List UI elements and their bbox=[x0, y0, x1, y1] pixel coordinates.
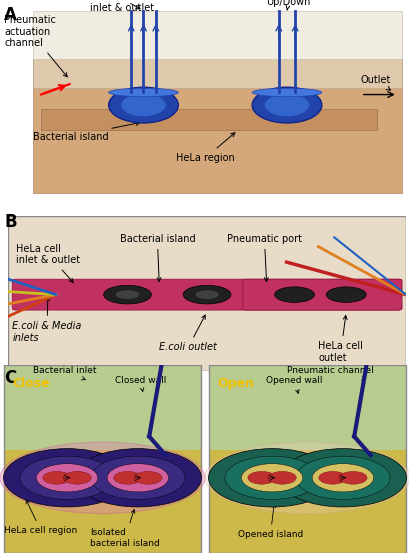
Ellipse shape bbox=[252, 88, 321, 97]
Circle shape bbox=[318, 471, 346, 484]
Circle shape bbox=[183, 285, 230, 304]
Circle shape bbox=[264, 93, 309, 117]
Circle shape bbox=[268, 471, 296, 484]
Circle shape bbox=[295, 456, 389, 499]
Circle shape bbox=[108, 87, 178, 123]
Circle shape bbox=[74, 448, 201, 507]
Circle shape bbox=[113, 471, 141, 484]
Polygon shape bbox=[41, 109, 376, 131]
Circle shape bbox=[274, 287, 314, 302]
Text: B: B bbox=[4, 212, 17, 231]
Text: HeLa cell
inlet & outlet: HeLa cell inlet & outlet bbox=[16, 243, 80, 283]
Circle shape bbox=[36, 463, 98, 492]
Text: Up/Down: Up/Down bbox=[266, 0, 310, 10]
Text: E.coli & Media
inlets: E.coli & Media inlets bbox=[12, 297, 81, 343]
Text: HeLa cell region: HeLa cell region bbox=[4, 500, 77, 535]
Text: E.coli outlet: E.coli outlet bbox=[159, 315, 217, 352]
Polygon shape bbox=[33, 11, 401, 88]
FancyBboxPatch shape bbox=[12, 279, 401, 310]
FancyBboxPatch shape bbox=[209, 450, 405, 553]
Text: HeLa cell
outlet: HeLa cell outlet bbox=[318, 316, 362, 363]
Circle shape bbox=[241, 463, 302, 492]
Text: Bacterial island
inlet & outlet: Bacterial island inlet & outlet bbox=[90, 0, 165, 13]
Circle shape bbox=[247, 471, 275, 484]
FancyBboxPatch shape bbox=[4, 450, 200, 553]
Circle shape bbox=[43, 471, 71, 484]
Polygon shape bbox=[33, 59, 401, 194]
Text: A: A bbox=[4, 6, 17, 24]
Text: HeLa region: HeLa region bbox=[176, 133, 234, 163]
Circle shape bbox=[279, 448, 405, 507]
FancyBboxPatch shape bbox=[8, 216, 405, 371]
FancyBboxPatch shape bbox=[209, 365, 405, 450]
Circle shape bbox=[326, 287, 365, 302]
Text: Open: Open bbox=[217, 377, 254, 390]
Circle shape bbox=[4, 448, 130, 507]
Text: Pneumatic
actuation
channel: Pneumatic actuation channel bbox=[4, 15, 67, 77]
Text: Opened island: Opened island bbox=[237, 504, 302, 539]
Circle shape bbox=[20, 456, 114, 499]
Text: Pneumatic port: Pneumatic port bbox=[227, 234, 301, 281]
Circle shape bbox=[311, 463, 373, 492]
Circle shape bbox=[63, 471, 91, 484]
Text: Closed wall: Closed wall bbox=[115, 375, 166, 392]
Text: Opened wall: Opened wall bbox=[266, 375, 322, 393]
Circle shape bbox=[338, 471, 366, 484]
Ellipse shape bbox=[0, 442, 204, 514]
Text: Close: Close bbox=[12, 377, 50, 390]
Ellipse shape bbox=[108, 88, 178, 97]
FancyBboxPatch shape bbox=[4, 365, 200, 450]
Ellipse shape bbox=[204, 442, 409, 514]
Text: Pneumatic channel: Pneumatic channel bbox=[286, 366, 373, 380]
Circle shape bbox=[115, 290, 139, 299]
FancyBboxPatch shape bbox=[242, 279, 401, 310]
Circle shape bbox=[252, 87, 321, 123]
Circle shape bbox=[225, 456, 319, 499]
Circle shape bbox=[134, 471, 162, 484]
Text: Bacterial island: Bacterial island bbox=[33, 122, 139, 142]
Circle shape bbox=[107, 463, 168, 492]
Text: C: C bbox=[4, 369, 16, 387]
Circle shape bbox=[208, 448, 335, 507]
Text: Isolated
bacterial island: Isolated bacterial island bbox=[90, 509, 160, 547]
Text: Outlet: Outlet bbox=[360, 75, 390, 90]
Circle shape bbox=[121, 93, 166, 117]
Text: Bacterial island: Bacterial island bbox=[119, 234, 195, 281]
Circle shape bbox=[103, 285, 151, 304]
Text: Bacterial inlet: Bacterial inlet bbox=[33, 366, 96, 380]
Circle shape bbox=[90, 456, 184, 499]
Circle shape bbox=[195, 290, 218, 299]
